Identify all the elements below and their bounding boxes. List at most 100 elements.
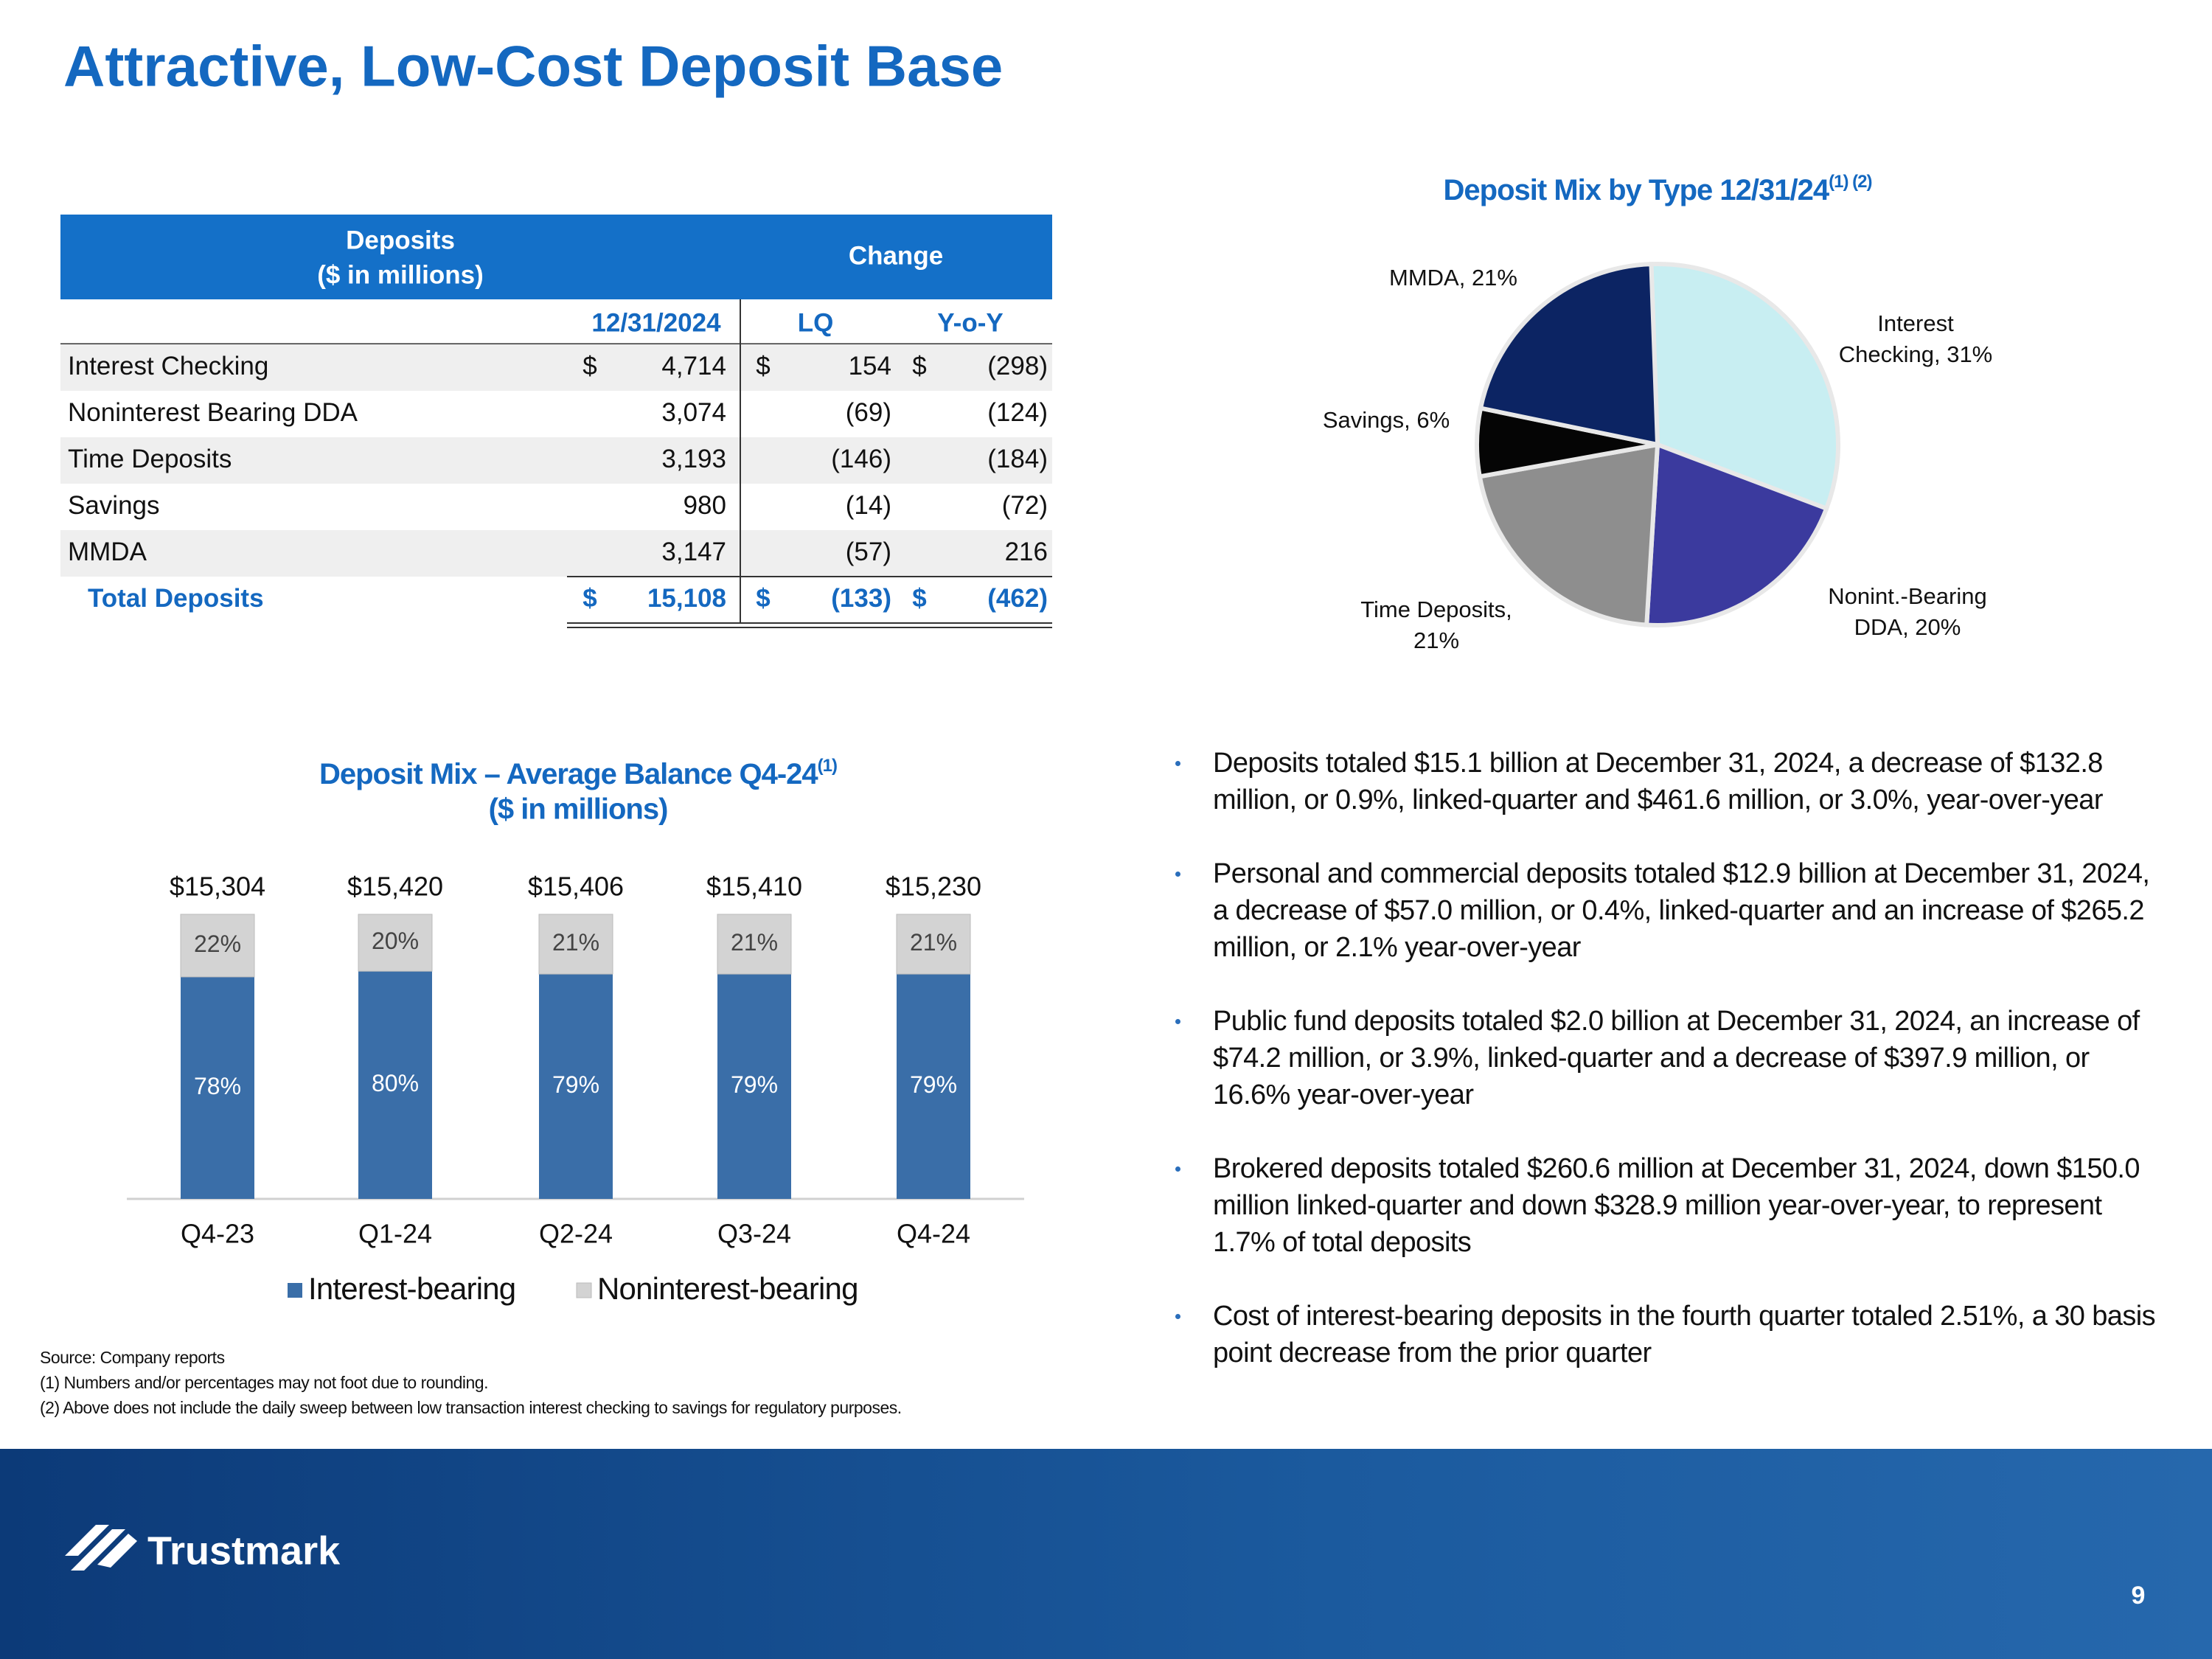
legend-label: Noninterest-bearing	[597, 1271, 858, 1306]
segment-label: 20%	[372, 928, 419, 954]
column-header: LQ	[798, 308, 834, 337]
footnote: Source: Company reports	[40, 1348, 225, 1367]
bullet-list: Deposits totaled $15.1 billion at Decemb…	[1175, 745, 2156, 1408]
page-number: 9	[2132, 1582, 2146, 1610]
row-label: Time Deposits	[68, 445, 232, 473]
column-header: 12/31/2024	[591, 308, 721, 337]
chart-title: Deposit Mix by Type 12/31/24(1) (2)	[1444, 172, 1872, 206]
x-tick-label: Q3-24	[717, 1219, 791, 1249]
segment-label: 78%	[194, 1073, 241, 1099]
bullet: Public fund deposits totaled $2.0 billio…	[1175, 1003, 2156, 1113]
cell-value: 15,108	[647, 584, 726, 613]
currency: $	[912, 584, 926, 613]
cell-value: (184)	[987, 445, 1048, 473]
row-band	[60, 344, 1052, 391]
cell-value: (14)	[846, 491, 891, 520]
currency: $	[756, 352, 770, 380]
header-text: Deposits	[346, 226, 455, 254]
table-header	[60, 215, 1052, 299]
bar-segment	[538, 914, 613, 975]
cell-value: (146)	[831, 445, 891, 473]
pie-slice	[1478, 262, 1660, 448]
bar-segment	[181, 976, 254, 1199]
cell-value: 3,074	[661, 398, 726, 427]
pie-label: Interest Checking, 31%	[1838, 310, 1993, 367]
chart-title-text: Deposit Mix by Type 12/31/24	[1444, 174, 1830, 206]
column-header: Y-o-Y	[937, 308, 1003, 337]
bar-segment	[539, 974, 613, 1199]
segment-label: 79%	[910, 1071, 957, 1098]
bar-segment	[180, 914, 255, 978]
bar-segment	[358, 914, 433, 972]
header-text: Change	[849, 241, 943, 270]
row-label: Savings	[68, 491, 160, 520]
row-label: Total Deposits	[88, 584, 264, 613]
cell-value: 980	[684, 491, 726, 520]
pie-label: Nonint.-Bearing DDA, 20%	[1828, 583, 1987, 640]
bullet: Cost of interest-bearing deposits in the…	[1175, 1298, 2156, 1371]
slide-title: Attractive, Low-Cost Deposit Base	[63, 34, 1003, 99]
bullet: Personal and commercial deposits totaled…	[1175, 855, 2156, 966]
cell-value: 3,193	[661, 445, 726, 473]
segment-label: 80%	[372, 1070, 419, 1096]
row-band	[60, 530, 1052, 577]
pie-label: Time Deposits, 21%	[1360, 597, 1512, 653]
footnote: (2) Above does not include the daily swe…	[40, 1398, 902, 1417]
cell-value: (69)	[846, 398, 891, 427]
bullet: Brokered deposits totaled $260.6 million…	[1175, 1150, 2156, 1261]
logo-mark	[65, 1525, 137, 1571]
chart-title-text: Deposit Mix – Average Balance Q4-24	[319, 758, 818, 790]
cell-value: (72)	[1002, 491, 1048, 520]
cell-value: (57)	[846, 538, 891, 566]
segment-label: 21%	[731, 929, 778, 956]
chart-title-note: (1)	[818, 756, 837, 776]
row-label: MMDA	[68, 538, 147, 566]
pie-label: Savings, 6%	[1322, 407, 1450, 433]
pie-label: MMDA, 21%	[1389, 265, 1517, 291]
bar-total: $15,304	[170, 872, 265, 902]
legend-swatch	[576, 1282, 592, 1298]
bar-total: $15,230	[886, 872, 981, 902]
legend-label: Interest-bearing	[308, 1271, 515, 1306]
cell-value: (462)	[987, 584, 1048, 613]
row-label: Interest Checking	[68, 352, 268, 380]
x-tick-label: Q2-24	[539, 1219, 613, 1249]
segment-label: 22%	[194, 931, 241, 957]
currency: $	[912, 352, 926, 380]
bar-segment	[717, 914, 792, 975]
row-band	[60, 437, 1052, 484]
pie-slice	[1477, 442, 1660, 627]
bar-segment	[358, 971, 432, 1199]
bar-segment	[896, 914, 971, 975]
pie-slice	[1649, 262, 1840, 512]
cell-value: 154	[849, 352, 891, 380]
bar-segment	[717, 974, 791, 1199]
x-tick-label: Q4-23	[181, 1219, 254, 1249]
x-tick-label: Q1-24	[358, 1219, 432, 1249]
bar-total: $15,410	[706, 872, 802, 902]
chart-title-note: (1) (2)	[1829, 172, 1871, 192]
segment-label: 79%	[731, 1071, 778, 1098]
segment-label: 21%	[910, 929, 957, 956]
row-label: Noninterest Bearing DDA	[68, 398, 358, 427]
cell-value: (133)	[831, 584, 891, 613]
bullet: Deposits totaled $15.1 billion at Decemb…	[1175, 745, 2156, 818]
segment-label: 21%	[552, 929, 599, 956]
currency: $	[756, 584, 770, 613]
cell-value: (298)	[987, 352, 1048, 380]
chart-title: Deposit Mix – Average Balance Q4-24(1)	[319, 756, 837, 790]
currency: $	[582, 352, 597, 380]
x-tick-label: Q4-24	[897, 1219, 970, 1249]
cell-value: 4,714	[661, 352, 726, 380]
segment-label: 79%	[552, 1071, 599, 1098]
footer-band	[0, 1449, 2212, 1659]
footnote: (1) Numbers and/or percentages may not f…	[40, 1373, 488, 1392]
cell-value: 216	[1005, 538, 1048, 566]
cell-value: 3,147	[661, 538, 726, 566]
header-text: ($ in millions)	[317, 260, 484, 289]
legend-swatch	[288, 1283, 302, 1298]
currency: $	[582, 584, 597, 613]
cell-value: (124)	[987, 398, 1048, 427]
